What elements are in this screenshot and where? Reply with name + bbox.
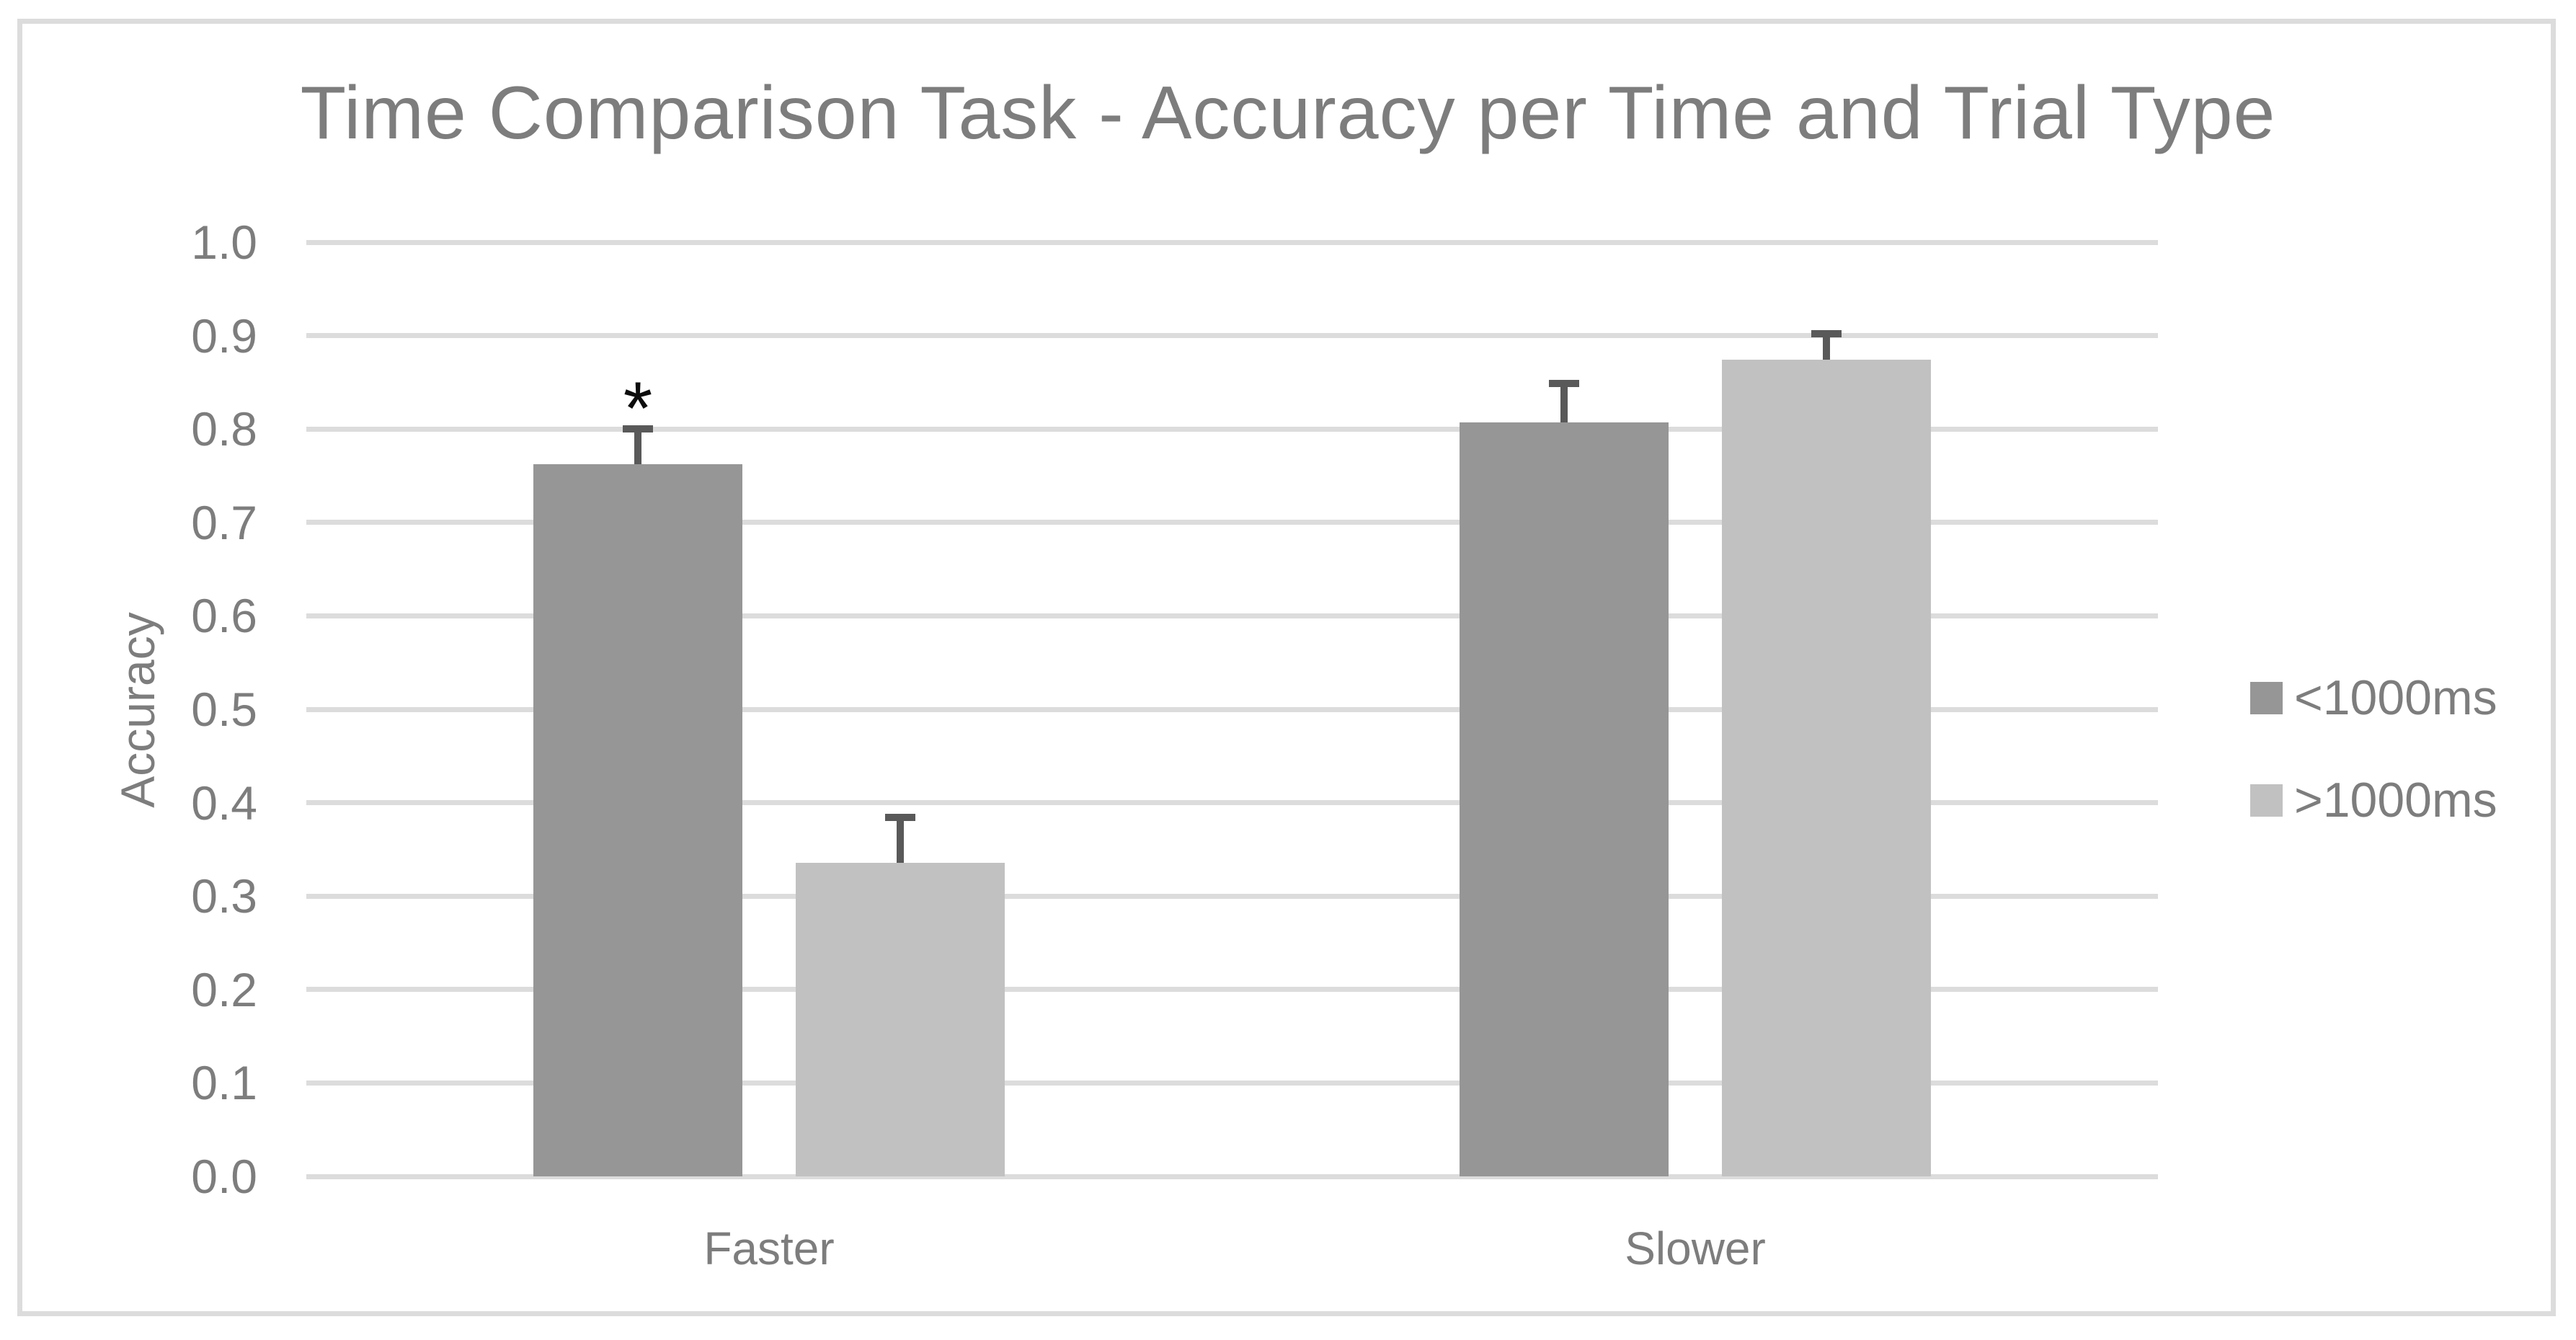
gridline xyxy=(306,706,2158,712)
x-tick-label: Slower xyxy=(1625,1223,1766,1274)
gridline xyxy=(306,800,2158,806)
error-bar xyxy=(897,817,904,863)
bar xyxy=(1460,422,1669,1176)
legend-label: <1000ms xyxy=(2294,670,2497,725)
bar xyxy=(1722,360,1931,1176)
legend-swatch xyxy=(2250,784,2283,817)
gridline xyxy=(306,520,2158,525)
gridline xyxy=(306,613,2158,618)
bar xyxy=(533,464,742,1176)
y-tick-label: 0.3 xyxy=(191,869,257,923)
gridline xyxy=(306,426,2158,432)
error-bar xyxy=(1823,334,1830,360)
y-tick-label: 0.2 xyxy=(191,962,257,1016)
gridline xyxy=(306,333,2158,339)
error-bar xyxy=(1560,383,1568,423)
figure-border xyxy=(17,19,2556,1316)
error-bar xyxy=(634,429,641,465)
chart-title: Time Comparison Task - Accuracy per Time… xyxy=(300,71,2276,155)
y-tick-label: 0.8 xyxy=(191,402,257,456)
y-tick-label: 0.9 xyxy=(191,309,257,363)
legend-entry: <1000ms xyxy=(2250,670,2497,725)
legend-entry: >1000ms xyxy=(2250,773,2497,827)
y-tick-label: 0.4 xyxy=(191,776,257,830)
legend-label: >1000ms xyxy=(2294,773,2497,827)
gridline xyxy=(306,239,2158,245)
error-bar-cap xyxy=(1811,330,1842,337)
y-tick-label: 0.0 xyxy=(191,1150,257,1203)
gridline xyxy=(306,1080,2158,1086)
error-bar-cap xyxy=(885,814,915,822)
x-tick-label: Faster xyxy=(703,1223,835,1274)
bar xyxy=(796,862,1005,1176)
y-tick-label: 0.7 xyxy=(191,495,257,549)
y-tick-label: 0.6 xyxy=(191,589,257,643)
gridline xyxy=(306,893,2158,899)
gridline xyxy=(306,987,2158,993)
gridline xyxy=(306,1173,2158,1179)
error-bar-cap xyxy=(623,425,653,433)
plot-area: * xyxy=(306,239,2158,1179)
y-tick-label: 1.0 xyxy=(191,216,257,269)
y-tick-label: 0.5 xyxy=(191,683,257,736)
error-bar-cap xyxy=(1549,379,1579,387)
y-tick-label: 0.1 xyxy=(191,1056,257,1110)
significance-asterisk: * xyxy=(623,367,653,451)
legend-swatch xyxy=(2250,681,2283,714)
